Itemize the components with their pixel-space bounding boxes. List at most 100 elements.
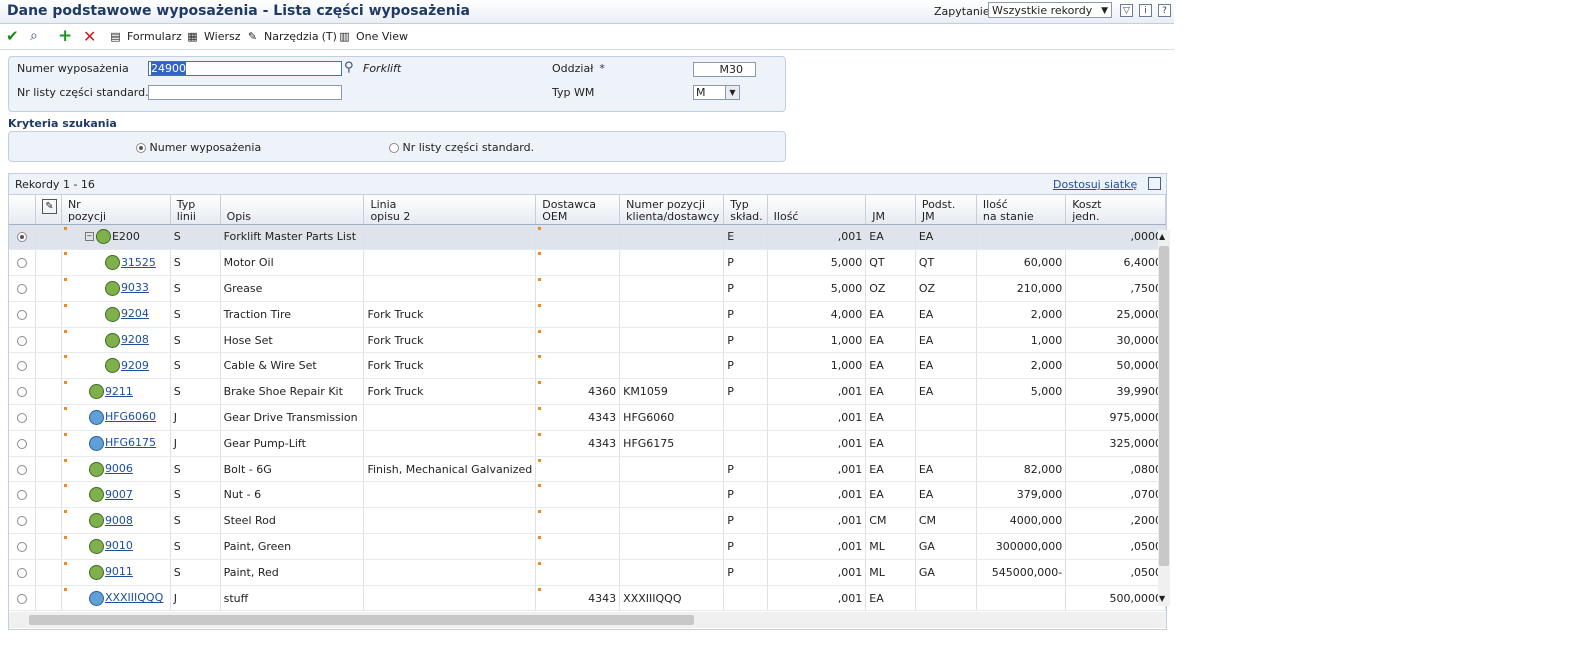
row-select[interactable] [9,327,36,354]
col-unit-cost[interactable]: Koszt jedn. [1065,195,1166,225]
item-cell[interactable]: − E200 [61,224,171,251]
table-row[interactable]: HFG6060 J Gear Drive Transmission 4343 HFG60… [9,404,1166,431]
row-select[interactable] [9,301,36,328]
item-number[interactable]: 9033 [120,281,149,295]
item-cell[interactable]: 9208 [61,327,171,354]
item-number[interactable]: 9011 [104,565,133,579]
row-select[interactable] [9,585,36,612]
col-quantity[interactable]: Ilość [767,195,867,225]
row-select[interactable] [9,275,36,302]
horizontal-scroll-thumb[interactable] [29,615,694,625]
maximize-grid-icon[interactable] [1148,177,1161,190]
item-number[interactable]: 9010 [104,539,133,553]
help-icon[interactable]: ? [1158,4,1171,17]
item-cell[interactable]: HFG6175 [61,430,171,457]
equipment-number-input[interactable]: 24900 [148,61,342,76]
item-cell[interactable]: 9209 [61,352,171,380]
search-criteria-panel: Numer wyposażenia Nr listy części standa… [8,131,786,162]
col-oem-supplier[interactable]: Dostawca OEM [535,195,621,225]
ok-check-icon[interactable]: ✔ [6,27,19,45]
item-number[interactable]: 9007 [104,487,133,501]
row-select[interactable] [9,249,36,277]
table-row[interactable]: 9008 S Steel Rod P ,001 CM CM 4000,000,2000 [9,507,1166,535]
one-view-menu[interactable]: ▥ One View [337,28,408,45]
parts-list-input[interactable] [148,85,342,100]
customize-grid-link[interactable]: Dostosuj siatkę [1053,178,1138,191]
table-row[interactable]: 9208 S Hose Set Fork Truck P 1,000 EA EA 1,000 30… [9,327,1166,354]
col-description-2[interactable]: Linia opisu 2 [363,195,537,225]
table-row[interactable]: 9211 S Brake Shoe Repair Kit Fork Truck 4360… [9,378,1166,406]
filter-icon[interactable]: ▽ [1120,4,1133,17]
row-select[interactable] [9,224,36,251]
wm-type-select[interactable]: M ▼ [693,85,740,100]
table-row[interactable]: 9006 S Bolt - 6G Finish, Mechanical Galvani… [9,456,1166,483]
item-cell[interactable]: 9007 [61,481,171,509]
find-icon[interactable]: ⌕ [30,28,38,44]
table-row[interactable]: 9011 S Paint, Red P ,001 ML GA 545000,000- ,0500 [9,559,1166,586]
wiersz-menu[interactable]: ▦ Wiersz [185,28,240,45]
col-on-hand[interactable]: Ilość na stanie [976,195,1067,225]
row-select[interactable] [9,352,36,380]
row-select[interactable] [9,456,36,483]
item-number[interactable]: 9204 [120,307,149,321]
criteria-option-equipment[interactable]: Numer wyposażenia [136,141,261,154]
col-item[interactable]: Nr pozycji [61,195,171,225]
item-number[interactable]: HFG6175 [104,436,157,450]
add-icon[interactable]: + [58,26,73,46]
row-select[interactable] [9,507,36,535]
col-primary-um[interactable]: Podst. JM [915,195,977,225]
row-select[interactable] [9,559,36,586]
row-select[interactable] [9,404,36,431]
item-number[interactable]: HFG6060 [104,410,157,424]
collapse-toggle-icon[interactable]: − [84,232,94,242]
col-stocking-type[interactable]: Typ skład. [723,195,768,225]
item-cell[interactable]: 9010 [61,533,171,560]
item-number[interactable]: 9209 [120,358,149,372]
stocking-type-cell: P [723,301,768,328]
item-cell[interactable]: 9006 [61,456,171,483]
formularz-menu[interactable]: ▤ Formularz [108,28,181,45]
item-cell[interactable]: 9008 [61,507,171,535]
table-row[interactable]: 9209 S Cable & Wire Set Fork Truck P 1,000 EA E… [9,352,1166,380]
item-cell[interactable]: 9204 [61,301,171,328]
item-cell[interactable]: XXXIIIQQQ [61,585,171,612]
row-select[interactable] [9,378,36,406]
item-cell[interactable]: 31525 [61,249,171,277]
item-cell[interactable]: 9211 [61,378,171,406]
item-cell[interactable]: 9033 [61,275,171,302]
delete-icon[interactable]: ✕ [83,27,97,46]
col-um[interactable]: JM [865,195,916,225]
narzedzia-menu[interactable]: ✎ Narzędzia (T) [245,28,337,45]
row-select[interactable] [9,430,36,457]
table-row[interactable]: HFG6175 J Gear Pump-Lift 4343 HFG6175,001 EA 3… [9,430,1166,457]
item-number[interactable]: 9208 [120,333,149,347]
table-row[interactable]: 9007 S Nut - 6 P ,001 EA EA 379,000,0700 [9,481,1166,509]
item-number[interactable]: 9006 [104,462,133,476]
query-select[interactable]: Wszystkie rekordy ▼ [988,2,1112,18]
table-row[interactable]: 9204 S Traction Tire Fork Truck P 4,000 EA EA 2,… [9,301,1166,328]
edit-column-header[interactable]: ✎ [35,195,62,225]
vertical-scroll-thumb[interactable] [1159,246,1169,566]
col-line-type[interactable]: Typ linii [170,195,221,225]
item-number[interactable]: 9211 [104,384,133,398]
table-row[interactable]: − E200 S Forklift Master Parts List E ,001 EA E… [9,224,1166,251]
branch-input[interactable]: M30 [693,62,756,77]
item-cell[interactable]: 9011 [61,559,171,586]
item-cell[interactable]: HFG6060 [61,404,171,431]
row-select[interactable] [9,481,36,509]
table-row[interactable]: 31525 S Motor Oil P 5,000 QT QT 60,000 6,4000 [9,249,1166,277]
col-customer-item[interactable]: Numer pozycji klienta/dostawcy [619,195,725,225]
item-number[interactable]: 9008 [104,513,133,527]
row-select[interactable] [9,533,36,560]
info-icon[interactable]: i [1139,4,1152,17]
item-number[interactable]: XXXIIIQQQ [104,591,164,605]
scroll-down-icon[interactable]: ▼ [1159,594,1166,603]
col-description[interactable]: Opis [220,195,365,225]
scroll-up-icon[interactable]: ▲ [1159,232,1166,241]
item-number[interactable]: 31525 [120,255,156,269]
search-icon[interactable]: ⚲ [344,60,354,75]
criteria-option-parts-list[interactable]: Nr listy części standard. [389,141,534,154]
table-row[interactable]: 9010 S Paint, Green P ,001 ML GA 300000,000,050… [9,533,1166,560]
table-row[interactable]: 9033 S Grease P 5,000 OZ OZ 210,000,7500 [9,275,1166,302]
